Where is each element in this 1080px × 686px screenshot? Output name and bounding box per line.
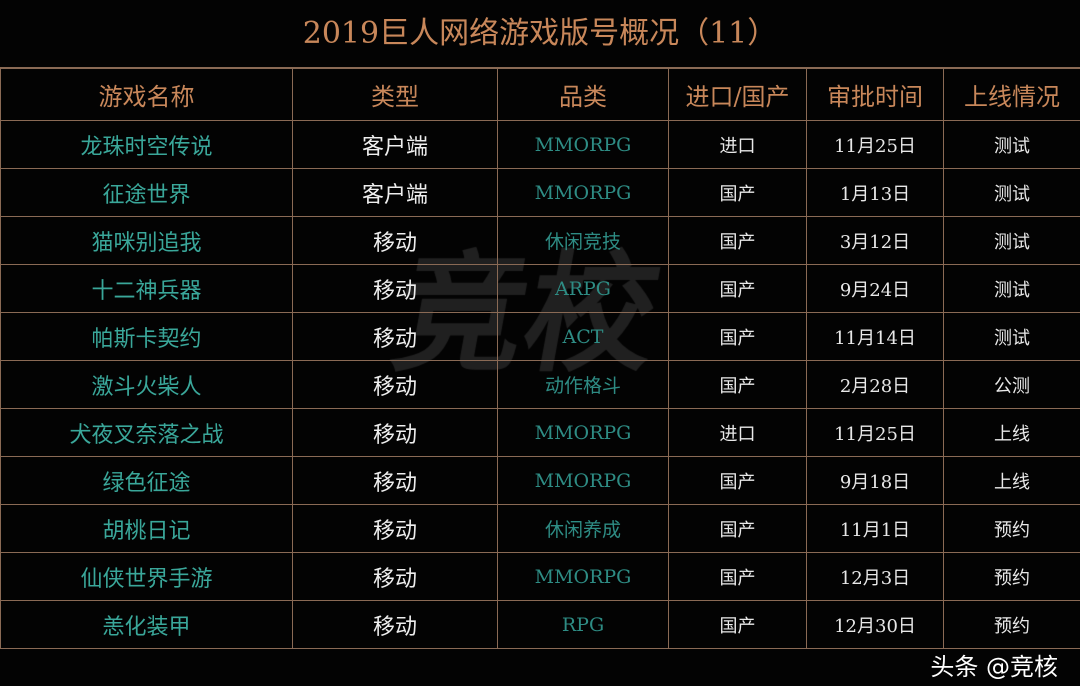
table-row: 绿色征途 移动 MMORPG 国产 9月18日 上线 [0, 456, 1080, 505]
game-category-cell: 休闲养成 [497, 504, 669, 553]
game-category-cell: 休闲竞技 [497, 216, 669, 265]
column-header: 类型 [292, 68, 498, 121]
launch-status-cell: 预约 [943, 504, 1080, 553]
game-type-cell: 移动 [292, 504, 498, 553]
origin-cell: 国产 [668, 264, 807, 313]
game-category-cell: 动作格斗 [497, 360, 669, 409]
game-category-cell: ARPG [497, 264, 669, 313]
table-row: 十二神兵器 移动 ARPG 国产 9月24日 测试 [0, 264, 1080, 313]
approval-date-cell: 11月1日 [806, 504, 944, 553]
game-type-cell: 客户端 [292, 168, 498, 217]
game-type-cell: 移动 [292, 600, 498, 649]
origin-cell: 国产 [668, 552, 807, 601]
table-row: 犬夜叉奈落之战 移动 MMORPG 进口 11月25日 上线 [0, 408, 1080, 457]
launch-status-cell: 预约 [943, 552, 1080, 601]
game-name-cell: 犬夜叉奈落之战 [0, 408, 293, 457]
game-name-cell: 恙化装甲 [0, 600, 293, 649]
game-type-cell: 移动 [292, 408, 498, 457]
approval-date-cell: 9月24日 [806, 264, 944, 313]
table-row: 胡桃日记 移动 休闲养成 国产 11月1日 预约 [0, 504, 1080, 553]
game-category-cell: MMORPG [497, 408, 669, 457]
source-credit: 头条 @竞核 [930, 653, 1058, 681]
table-title: 2019巨人网络游戏版号概况（11） [0, 0, 1080, 68]
origin-cell: 国产 [668, 168, 807, 217]
approval-date-cell: 11月25日 [806, 408, 944, 457]
game-category-cell: RPG [497, 600, 669, 649]
table-row: 激斗火柴人 移动 动作格斗 国产 2月28日 公测 [0, 360, 1080, 409]
table-row: 帕斯卡契约 移动 ACT 国产 11月14日 测试 [0, 312, 1080, 361]
game-category-cell: MMORPG [497, 456, 669, 505]
game-type-cell: 移动 [292, 216, 498, 265]
game-category-cell: MMORPG [497, 168, 669, 217]
header-row: 游戏名称 类型 品类 进口/国产 审批时间 上线情况 [0, 68, 1080, 121]
launch-status-cell: 公测 [943, 360, 1080, 409]
game-category-cell: MMORPG [497, 552, 669, 601]
origin-cell: 进口 [668, 408, 807, 457]
launch-status-cell: 上线 [943, 408, 1080, 457]
game-category-cell: MMORPG [497, 120, 669, 169]
approval-date-cell: 11月25日 [806, 120, 944, 169]
approval-date-cell: 11月14日 [806, 312, 944, 361]
table-row: 恙化装甲 移动 RPG 国产 12月30日 预约 [0, 600, 1080, 649]
origin-cell: 国产 [668, 456, 807, 505]
game-type-cell: 客户端 [292, 120, 498, 169]
table-row: 征途世界 客户端 MMORPG 国产 1月13日 测试 [0, 168, 1080, 217]
game-type-cell: 移动 [292, 552, 498, 601]
column-header: 游戏名称 [0, 68, 293, 121]
table-row: 仙侠世界手游 移动 MMORPG 国产 12月3日 预约 [0, 552, 1080, 601]
game-type-cell: 移动 [292, 360, 498, 409]
launch-status-cell: 测试 [943, 312, 1080, 361]
game-type-cell: 移动 [292, 456, 498, 505]
game-name-cell: 仙侠世界手游 [0, 552, 293, 601]
column-header: 进口/国产 [668, 68, 807, 121]
column-header: 审批时间 [806, 68, 944, 121]
game-license-table: 游戏名称 类型 品类 进口/国产 审批时间 上线情况 龙珠时空传说 客户端 MMORPG 进口 1… [0, 68, 1080, 649]
launch-status-cell: 测试 [943, 168, 1080, 217]
approval-date-cell: 1月13日 [806, 168, 944, 217]
approval-date-cell: 12月3日 [806, 552, 944, 601]
game-name-cell: 猫咪别追我 [0, 216, 293, 265]
column-header: 品类 [497, 68, 669, 121]
launch-status-cell: 测试 [943, 264, 1080, 313]
origin-cell: 国产 [668, 216, 807, 265]
launch-status-cell: 上线 [943, 456, 1080, 505]
game-name-cell: 征途世界 [0, 168, 293, 217]
game-type-cell: 移动 [292, 264, 498, 313]
origin-cell: 国产 [668, 600, 807, 649]
game-name-cell: 激斗火柴人 [0, 360, 293, 409]
column-header: 上线情况 [943, 68, 1080, 121]
game-category-cell: ACT [497, 312, 669, 361]
origin-cell: 进口 [668, 120, 807, 169]
game-name-cell: 帕斯卡契约 [0, 312, 293, 361]
table-row: 猫咪别追我 移动 休闲竞技 国产 3月12日 测试 [0, 216, 1080, 265]
table-row: 龙珠时空传说 客户端 MMORPG 进口 11月25日 测试 [0, 120, 1080, 169]
launch-status-cell: 预约 [943, 600, 1080, 649]
origin-cell: 国产 [668, 504, 807, 553]
launch-status-cell: 测试 [943, 120, 1080, 169]
game-name-cell: 十二神兵器 [0, 264, 293, 313]
approval-date-cell: 2月28日 [806, 360, 944, 409]
game-type-cell: 移动 [292, 312, 498, 361]
approval-date-cell: 9月18日 [806, 456, 944, 505]
game-name-cell: 绿色征途 [0, 456, 293, 505]
origin-cell: 国产 [668, 312, 807, 361]
launch-status-cell: 测试 [943, 216, 1080, 265]
approval-date-cell: 3月12日 [806, 216, 944, 265]
origin-cell: 国产 [668, 360, 807, 409]
approval-date-cell: 12月30日 [806, 600, 944, 649]
game-name-cell: 龙珠时空传说 [0, 120, 293, 169]
game-name-cell: 胡桃日记 [0, 504, 293, 553]
